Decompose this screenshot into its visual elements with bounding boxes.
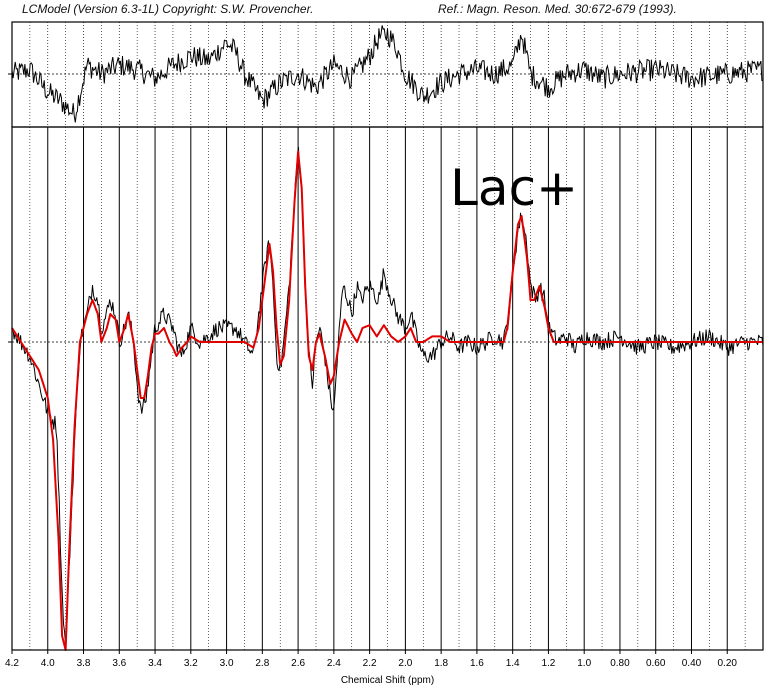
metabolite-label: Lac+ bbox=[450, 159, 578, 217]
header: LCModel (Version 6.3-1L) Copyright: S.W.… bbox=[0, 0, 765, 20]
x-tick-label: 1.4 bbox=[506, 658, 520, 669]
x-tick-label: 3.6 bbox=[112, 658, 126, 669]
x-tick-label: 4.0 bbox=[41, 658, 55, 669]
x-tick-label: 3.4 bbox=[148, 658, 162, 669]
x-tick-label: 0.20 bbox=[718, 658, 738, 669]
x-tick-label: 3.2 bbox=[184, 658, 198, 669]
x-tick-label: 3.0 bbox=[220, 658, 234, 669]
x-tick-label: 3.8 bbox=[77, 658, 91, 669]
x-tick-label: 1.6 bbox=[470, 658, 484, 669]
x-tick-label: 2.4 bbox=[327, 658, 341, 669]
series-fit bbox=[11, 150, 763, 651]
x-tick-label: 4.2 bbox=[5, 658, 19, 669]
reference-text: Ref.: Magn. Reson. Med. 30:672-679 (1993… bbox=[438, 2, 677, 16]
plot-frame bbox=[8, 21, 764, 651]
residual-line bbox=[11, 25, 764, 123]
x-tick-labels: 4.2 4.0 3.8 3.6 3.4 3.2 3.0 2.8 2.6 2.4 2.2 2.0 1.8 1… bbox=[5, 650, 737, 669]
series-data bbox=[11, 146, 764, 646]
x-tick-label: 2.2 bbox=[363, 658, 377, 669]
x-axis-title: Chemical Shift (ppm) bbox=[341, 675, 434, 686]
series-layer bbox=[11, 146, 764, 651]
x-tick-label: 1.2 bbox=[541, 658, 555, 669]
version-text: LCModel (Version 6.3-1L) Copyright: S.W.… bbox=[22, 2, 314, 16]
residual-panel bbox=[11, 25, 764, 123]
x-tick-label: 2.8 bbox=[255, 658, 269, 669]
grid-layer bbox=[11, 22, 763, 650]
x-tick-label: 1.8 bbox=[434, 658, 448, 669]
x-tick-label: 1.0 bbox=[577, 658, 591, 669]
main-frame bbox=[11, 126, 764, 651]
x-tick-label: 0.80 bbox=[610, 658, 630, 669]
x-tick-label: 0.40 bbox=[682, 658, 702, 669]
x-tick-label: 2.0 bbox=[398, 658, 412, 669]
x-tick-label: 0.60 bbox=[646, 658, 666, 669]
x-tick-label: 2.6 bbox=[291, 658, 305, 669]
